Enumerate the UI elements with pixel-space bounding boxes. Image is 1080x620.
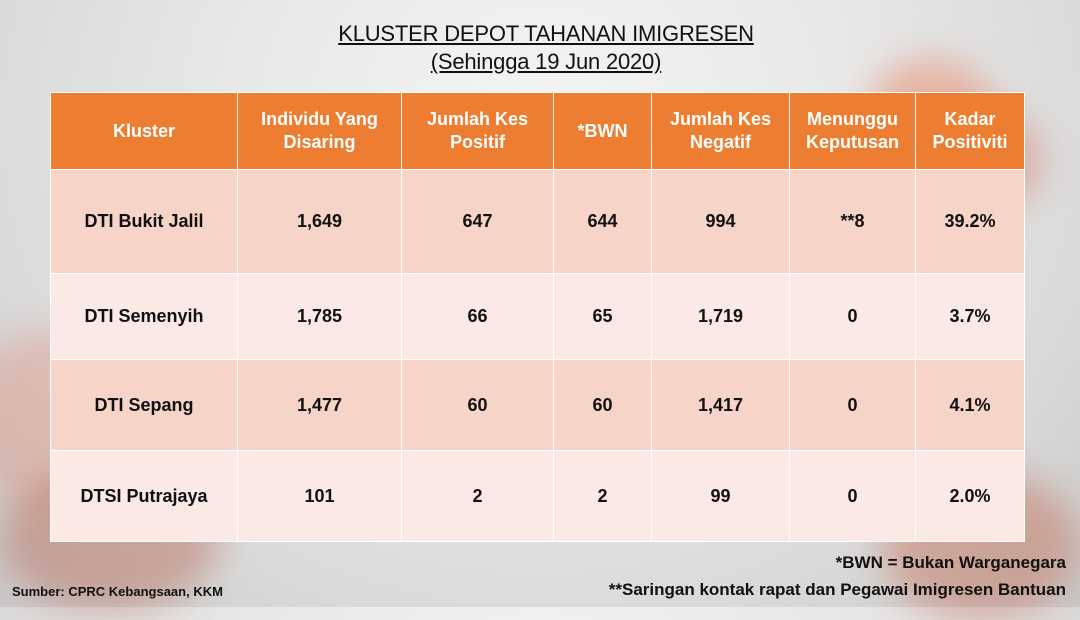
column-header: *BWN: [553, 92, 652, 170]
column-header: Jumlah Kes Negatif: [651, 92, 790, 170]
table-cell: 1,785: [237, 273, 402, 360]
table-cell: **8: [789, 169, 916, 274]
table-cell: 1,719: [651, 273, 790, 360]
table-cell: 3.7%: [915, 273, 1025, 360]
table-cell: 0: [789, 450, 916, 542]
table-cell: 39.2%: [915, 169, 1025, 274]
table-cell: 2: [401, 450, 554, 542]
column-header: Menunggu Keputusan: [789, 92, 916, 170]
table-cell: 1,477: [237, 359, 402, 451]
table-cell: DTI Semenyih: [50, 273, 238, 360]
table-cell: 1,649: [237, 169, 402, 274]
table-cell: 0: [789, 359, 916, 451]
table-row: DTSI Putrajaya 101 2 2 99 0 2.0%: [50, 450, 1025, 542]
column-header: Individu Yang Disaring: [237, 92, 402, 170]
table-cell: 2.0%: [915, 450, 1025, 542]
table-row: DTI Sepang 1,477 60 60 1,417 0 4.1%: [50, 359, 1025, 451]
table-cell: 66: [401, 273, 554, 360]
table-cell: 1,417: [651, 359, 790, 451]
table-cell: 60: [553, 359, 652, 451]
table-cell: 4.1%: [915, 359, 1025, 451]
table-cell: 644: [553, 169, 652, 274]
page-subtitle: (Sehingga 19 Jun 2020): [430, 49, 662, 74]
table-cell: 647: [401, 169, 554, 274]
table-cell: 0: [789, 273, 916, 360]
cluster-table: Kluster Individu Yang Disaring Jumlah Ke…: [50, 92, 1025, 542]
table-cell: 994: [651, 169, 790, 274]
table-cell: DTI Sepang: [50, 359, 238, 451]
table-cell: 65: [553, 273, 652, 360]
table-cell: 101: [237, 450, 402, 542]
column-header: Kluster: [50, 92, 238, 170]
column-header: Jumlah Kes Positif: [401, 92, 554, 170]
source-note: Sumber: CPRC Kebangsaan, KKM: [12, 584, 223, 599]
column-header: Kadar Positiviti: [915, 92, 1025, 170]
page-title: KLUSTER DEPOT TAHANAN IMIGRESEN: [338, 21, 754, 46]
footnote-saringan: **Saringan kontak rapat dan Pegawai Imig…: [608, 580, 1066, 599]
table-cell: 2: [553, 450, 652, 542]
table-header-row: Kluster Individu Yang Disaring Jumlah Ke…: [50, 92, 1025, 170]
table-cell: DTSI Putrajaya: [50, 450, 238, 542]
table-cell: 99: [651, 450, 790, 542]
footnote-bwn: *BWN = Bukan Warganegara: [835, 553, 1066, 572]
table-row: DTI Semenyih 1,785 66 65 1,719 0 3.7%: [50, 273, 1025, 360]
title-block: KLUSTER DEPOT TAHANAN IMIGRESEN (Sehingg…: [0, 20, 1080, 76]
table-row: DTI Bukit Jalil 1,649 647 644 994 **8 39…: [50, 169, 1025, 274]
table-cell: 60: [401, 359, 554, 451]
table-cell: DTI Bukit Jalil: [50, 169, 238, 274]
